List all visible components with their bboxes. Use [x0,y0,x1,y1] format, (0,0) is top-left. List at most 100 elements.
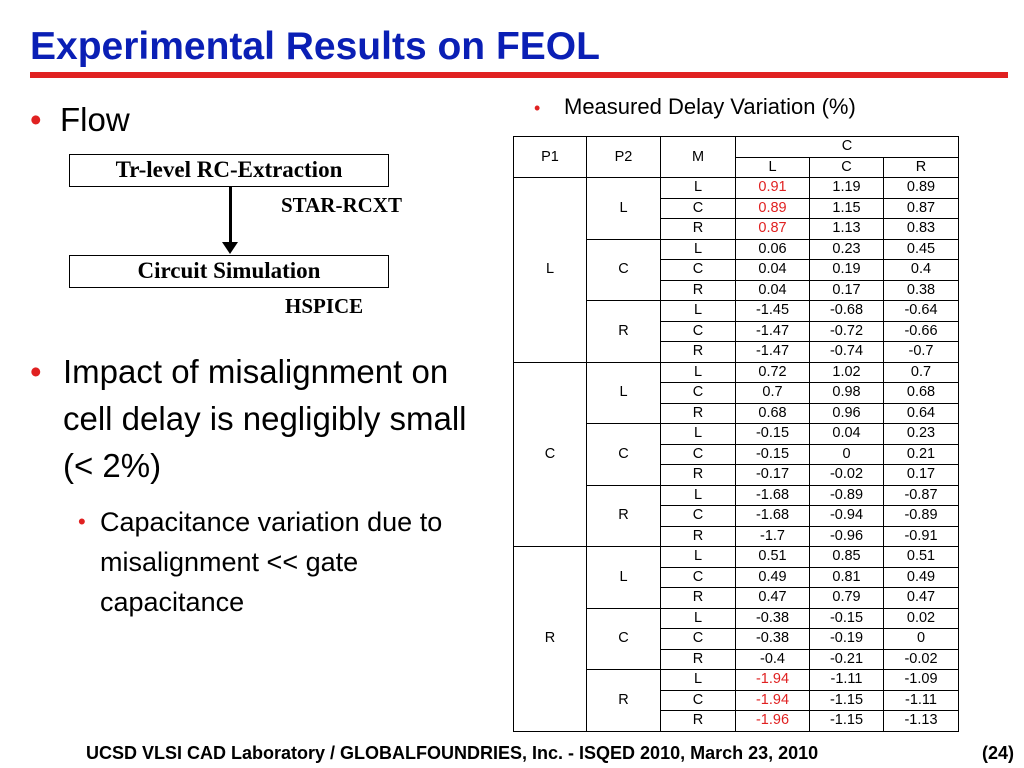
cell-m: L [660,546,736,568]
slide-title: Experimental Results on FEOL [30,25,600,68]
cell-m: C [660,443,736,465]
table-row: R -0.4 -0.21 -0.02 [514,648,959,670]
cell-value: -1.94 [735,689,810,711]
cell-m: C [660,505,736,527]
cell-value: 0.79 [809,587,884,609]
table-row: R 0.68 0.96 0.64 [514,402,959,424]
header-m: M [660,136,736,178]
cell-value: -1.47 [735,341,810,363]
cell-p2: C [586,423,661,486]
cell-value: -0.15 [809,607,884,629]
cell-m: R [660,648,736,670]
table-row: C -1.47 -0.72 -0.66 [514,320,959,342]
cell-m: L [660,607,736,629]
cell-value: -1.45 [735,300,810,322]
cell-m: C [660,382,736,404]
cell-value: -0.21 [809,648,884,670]
cell-m: C [660,320,736,342]
cell-value: -0.68 [809,300,884,322]
cell-m: R [660,710,736,732]
cell-value: -0.96 [809,525,884,547]
cell-value: 1.02 [809,361,884,383]
cell-value: -0.89 [883,505,959,527]
cell-value: -0.91 [883,525,959,547]
cell-value: 0.81 [809,566,884,588]
cell-value: 0.17 [809,279,884,301]
table-row: C -1.94 -1.15 -1.11 [514,689,959,711]
cell-value: 0.68 [735,402,810,424]
cell-value: 0.72 [735,361,810,383]
cell-value: 0.4 [883,259,959,281]
table-subheader-row: L C R [514,156,959,178]
header-p2: P2 [586,136,661,178]
cell-value: 0.04 [735,279,810,301]
cell-value: -1.15 [809,689,884,711]
table-row: R -0.17 -0.02 0.17 [514,464,959,486]
cell-value: 0.04 [735,259,810,281]
cell-value: 0 [883,628,959,650]
table-row: R L L 0.51 0.85 0.51 [513,546,959,732]
cell-m: L [660,484,736,506]
cell-m: R [660,341,736,363]
cell-value: -0.4 [735,648,810,670]
cell-value: -0.72 [809,320,884,342]
flow-bullet: • Flow [30,100,130,140]
cell-p2: R [586,300,661,363]
cell-value: 0.87 [883,197,959,219]
cell-m: R [660,279,736,301]
cell-value: -0.89 [809,484,884,506]
cell-m: L [660,238,736,260]
sub-bullet-text: Capacitance variation due to misalignmen… [100,507,443,617]
table-header-row: P1 P2 M C [513,136,959,178]
cell-value: 0.38 [883,279,959,301]
cell-m: L [660,423,736,445]
table-row: C -0.15 0 0.21 [514,443,959,465]
cell-value: 0.51 [883,546,959,568]
header-col: C [809,156,884,178]
cell-value: 0.45 [883,238,959,260]
arrow-down-icon [222,242,238,254]
cell-p1: L [513,177,587,363]
bullet-dot-icon: • [30,353,42,390]
cell-value: 0.98 [809,382,884,404]
cell-value: -0.15 [735,423,810,445]
cell-value: 0.02 [883,607,959,629]
cell-value: -0.19 [809,628,884,650]
cell-value: 0.68 [883,382,959,404]
cell-value: -0.74 [809,341,884,363]
table-row: R 0.04 0.17 0.38 [514,279,959,301]
cell-m: R [660,464,736,486]
cell-value: 0.89 [735,197,810,219]
cell-value: 0.21 [883,443,959,465]
cell-value: -0.38 [735,628,810,650]
flow-tool-label: STAR-RCXT [281,193,402,217]
cell-value: -1.47 [735,320,810,342]
cell-p2: L [586,361,661,424]
cell-value: -1.13 [883,710,959,732]
cell-p2: C [586,238,661,301]
cell-m: R [660,218,736,240]
table-row: L L L 0.91 1.19 0.89 [513,177,959,363]
cell-m: R [660,402,736,424]
cell-value: 0.47 [735,587,810,609]
cell-value: 0 [809,443,884,465]
cell-value: -1.11 [809,669,884,691]
impact-bullet-text: Impact of misalignment on cell delay is … [63,353,467,484]
cell-value: 0.23 [809,238,884,260]
cell-value: -0.94 [809,505,884,527]
cell-value: -0.17 [735,464,810,486]
cell-value: 1.15 [809,197,884,219]
cell-m: L [660,669,736,691]
cell-value: 0.96 [809,402,884,424]
header-col: L [735,156,810,178]
table-row: C L 0.06 0.23 0.45 [514,238,959,301]
bullet-dot-icon: • [78,509,86,534]
flow-box-circuit-simulation: Circuit Simulation [69,255,389,288]
cell-value: 0.87 [735,218,810,240]
cell-value: 0.91 [735,177,810,199]
page-number: (24) [982,743,1015,763]
cell-m: C [660,689,736,711]
cell-m: L [660,177,736,199]
cell-p2: C [586,607,661,670]
cell-value: 0.7 [735,382,810,404]
